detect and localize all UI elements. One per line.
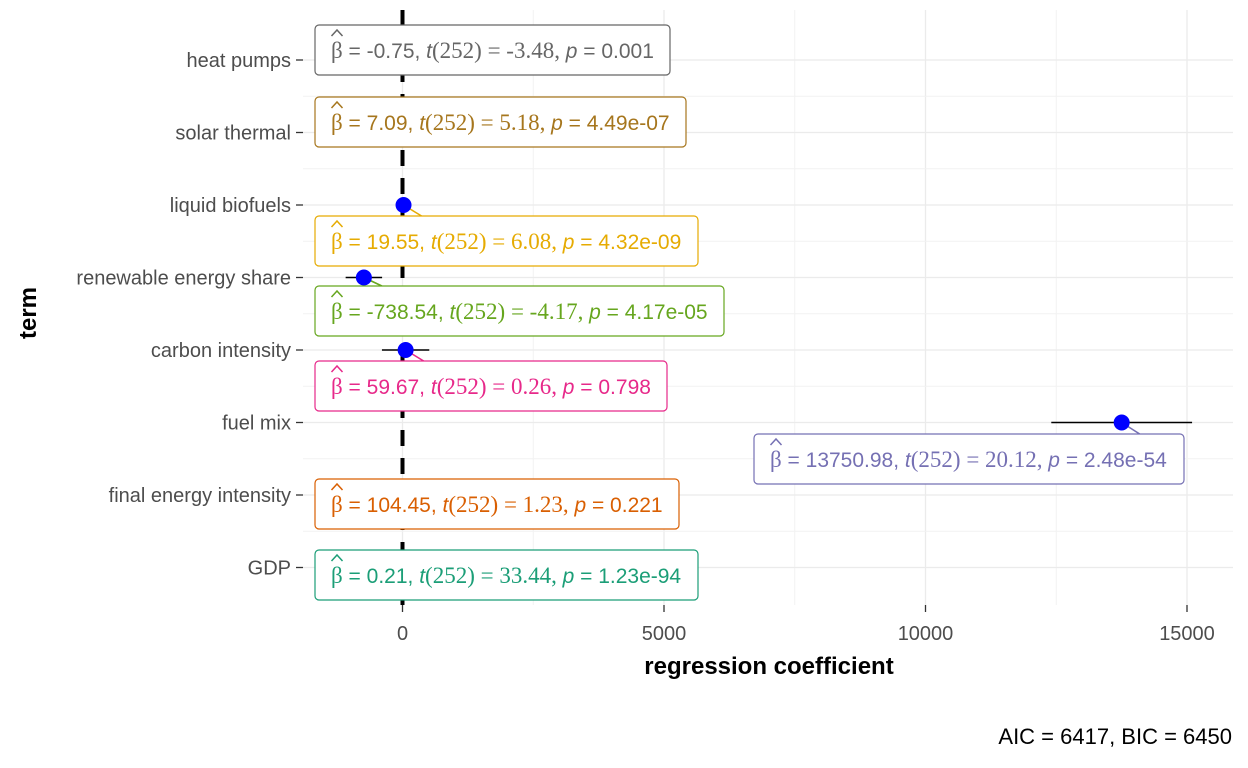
- coefficient-label: β = 104.45, t(252) = 1.23, p = 0.221: [314, 478, 680, 530]
- grid-lines: [303, 10, 1233, 605]
- label-box: [753, 433, 1185, 485]
- label-box: [314, 549, 699, 601]
- label-box: [314, 24, 671, 76]
- hat-accent: [330, 289, 344, 298]
- estimate-point: [397, 342, 414, 358]
- label-text: β = 104.45, t(252) = 1.23, p = 0.221: [331, 492, 663, 517]
- hat-accent: [330, 219, 344, 228]
- label-box: [314, 285, 725, 337]
- coefficient-label: β = -738.54, t(252) = -4.17, p = 4.17e-0…: [314, 285, 725, 337]
- hat-accent: [330, 28, 344, 37]
- y-tick-label: GDP: [248, 558, 291, 580]
- label-text: β = -738.54, t(252) = -4.17, p = 4.17e-0…: [331, 299, 708, 324]
- y-tick-label: carbon intensity: [151, 340, 291, 362]
- hat-accent: [330, 100, 344, 109]
- y-tick-label: solar thermal: [175, 123, 291, 145]
- y-axis-title: term: [15, 287, 42, 339]
- label-box: [314, 360, 668, 412]
- label-box: [314, 215, 699, 267]
- x-tick-label: 0: [397, 623, 408, 645]
- estimate-point: [395, 197, 412, 213]
- x-tick-label: 10000: [898, 623, 954, 645]
- hat-accent: [330, 482, 344, 491]
- coefficient-label: β = 7.09, t(252) = 5.18, p = 4.49e-07: [314, 96, 687, 148]
- coefficient-label: β = 59.67, t(252) = 0.26, p = 0.798: [314, 360, 668, 412]
- x-axis-ticks: 0 5000 10000 15000: [397, 605, 1215, 645]
- label-text: β = 19.55, t(252) = 6.08, p = 4.32e-09: [331, 229, 681, 254]
- label-text: β = -0.75, t(252) = -3.48, p = 0.001: [331, 38, 654, 63]
- coefficient-label: β = -0.75, t(252) = -3.48, p = 0.001: [314, 24, 671, 76]
- label-box: [314, 96, 687, 148]
- estimate-point: [1113, 414, 1130, 431]
- model-fit-caption: AIC = 6417, BIC = 6450: [998, 724, 1232, 749]
- hat-accent: [330, 364, 344, 373]
- estimate-point: [355, 269, 372, 286]
- estimate-points: [355, 197, 1130, 431]
- label-text: β = 0.21, t(252) = 33.44, p = 1.23e-94: [331, 563, 681, 588]
- x-tick-label: 5000: [642, 623, 687, 645]
- y-tick-label: heat pumps: [186, 50, 291, 72]
- label-box: [314, 478, 680, 530]
- hat-accent: [769, 437, 783, 446]
- x-tick-label: 15000: [1159, 623, 1215, 645]
- coefficient-label: β = 19.55, t(252) = 6.08, p = 4.32e-09: [314, 215, 699, 267]
- y-tick-label: final energy intensity: [109, 485, 291, 507]
- coefficient-labels: β = -0.75, t(252) = -3.48, p = 0.001 β = …: [314, 24, 1185, 601]
- label-text: β = 59.67, t(252) = 0.26, p = 0.798: [331, 374, 651, 399]
- y-tick-label: liquid biofuels: [170, 195, 291, 217]
- hat-accent: [330, 553, 344, 562]
- label-text: β = 13750.98, t(252) = 20.12, p = 2.48e-…: [770, 447, 1167, 472]
- y-tick-label: renewable energy share: [76, 268, 291, 290]
- coefficient-label: β = 0.21, t(252) = 33.44, p = 1.23e-94: [314, 549, 699, 601]
- y-axis-ticks: heat pumps solar thermal liquid biofuels re…: [76, 50, 303, 580]
- x-axis-title: regression coefficient: [644, 653, 893, 680]
- y-tick-label: fuel mix: [222, 413, 291, 435]
- coefficient-label: β = 13750.98, t(252) = 20.12, p = 2.48e-…: [753, 433, 1185, 485]
- label-text: β = 7.09, t(252) = 5.18, p = 4.49e-07: [331, 110, 670, 135]
